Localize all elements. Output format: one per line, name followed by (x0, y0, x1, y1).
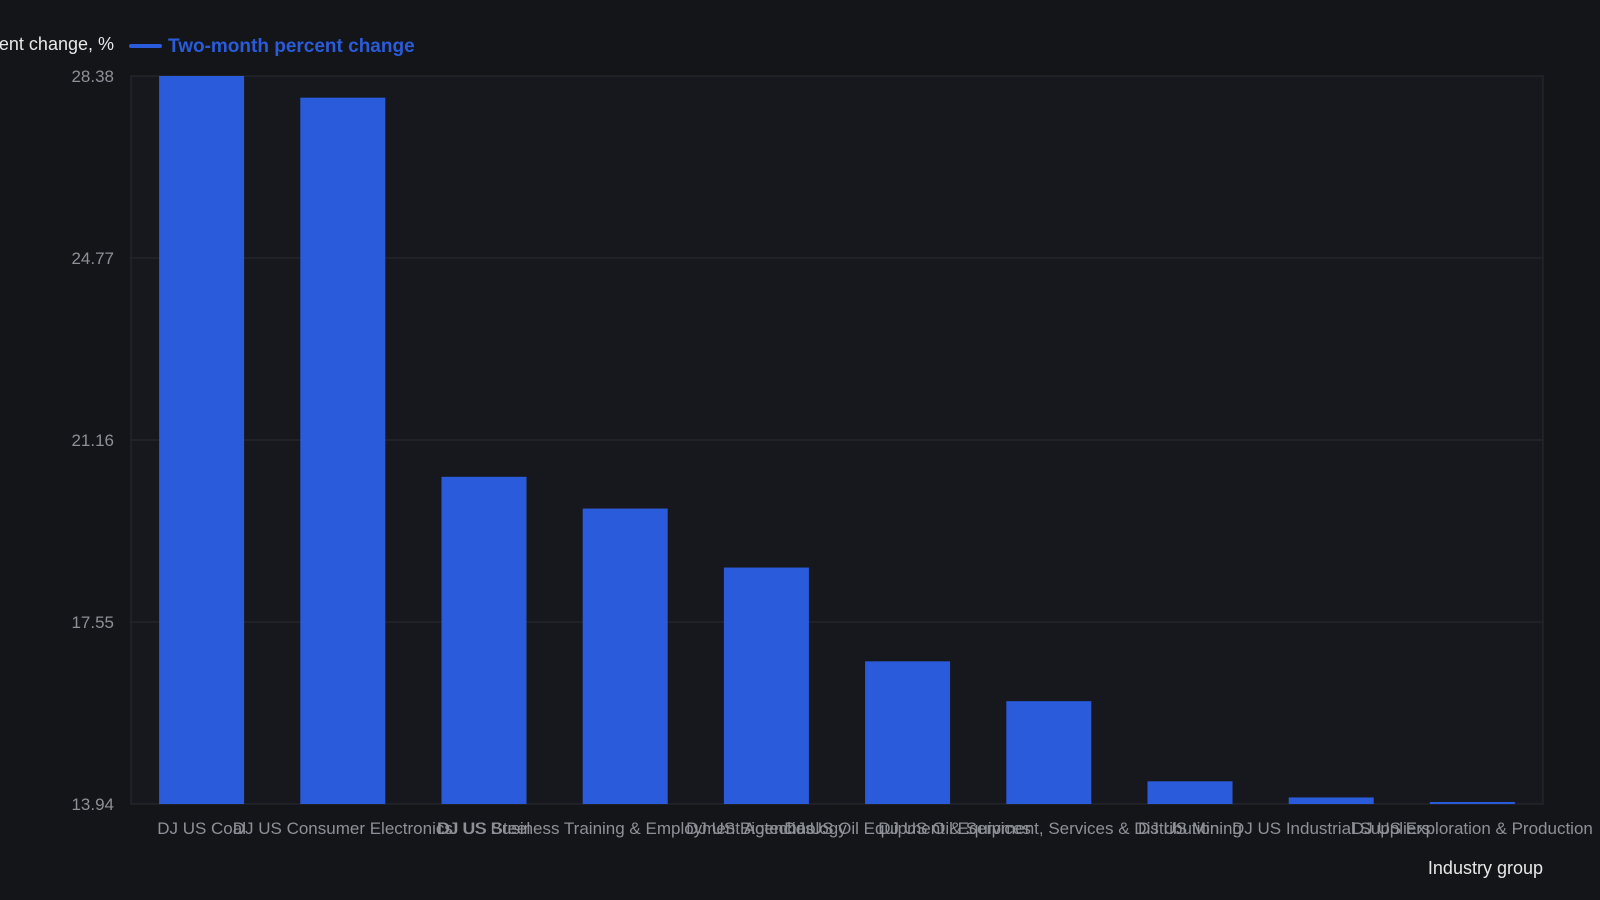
x-axis-title: Industry group (1428, 858, 1543, 878)
x-tick-label: DJ US Oil Equipment, Services & Distribu… (878, 819, 1219, 838)
x-tick-label: DJ US Steel (438, 819, 531, 838)
bar-4[interactable] (582, 508, 668, 804)
y-tick-label: 28.38 (71, 67, 114, 86)
legend-label[interactable]: Two-month percent change (168, 36, 415, 57)
bar-2[interactable] (300, 97, 386, 805)
bar-7[interactable] (1006, 701, 1092, 804)
bar-8[interactable] (1147, 781, 1233, 804)
x-tick-label: DJ US Industrial Suppliers (1232, 819, 1430, 838)
y-tick-label: 24.77 (71, 249, 114, 268)
bar-6[interactable] (865, 661, 951, 804)
bars (159, 76, 1515, 805)
bar-3[interactable] (441, 476, 527, 804)
y-tick-label: 13.94 (71, 795, 114, 814)
bar-9[interactable] (1288, 797, 1374, 804)
y-tick-label: 17.55 (71, 613, 114, 632)
y-axis-ticks: 28.38 24.77 21.16 17.55 13.94 (71, 67, 114, 814)
x-tick-label: DJ US Business Training & Employment Age… (437, 819, 814, 838)
x-tick-label: DJ US Oil Equipment & Services (784, 819, 1031, 838)
x-tick-label: DJ US Mining (1138, 819, 1242, 838)
x-tick-label: DJ US Consumer Electronics (233, 819, 453, 838)
bar-10[interactable] (1429, 802, 1515, 804)
bar-1[interactable] (159, 76, 245, 804)
y-tick-label: 21.16 (71, 431, 114, 450)
x-tick-label: DJ US Coal (157, 819, 246, 838)
y-axis-title: ent change, % (0, 34, 114, 54)
x-tick-label: DJ US Exploration & Production (1352, 819, 1593, 838)
x-tick-label: DJ US Biotechnology (686, 819, 847, 838)
bar-5[interactable] (723, 567, 809, 804)
